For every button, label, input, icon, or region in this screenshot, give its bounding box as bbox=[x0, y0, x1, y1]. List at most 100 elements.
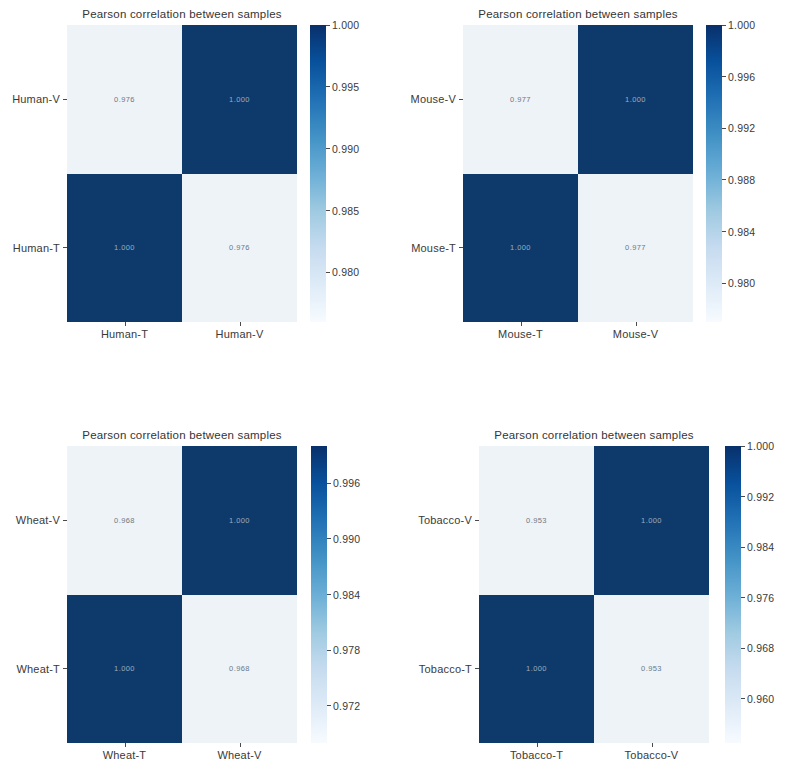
col-label: Tobacco-V bbox=[594, 743, 709, 762]
row-label: Wheat-T bbox=[0, 595, 67, 744]
heatmap-cell: 1.000 bbox=[67, 595, 182, 744]
cell-annotation: 1.000 bbox=[229, 516, 250, 525]
heatmap-cell: 1.000 bbox=[594, 446, 709, 595]
chart-title: Pearson correlation between samples bbox=[463, 8, 693, 20]
colorbar-tick-mark bbox=[722, 283, 726, 284]
colorbar-tick-mark bbox=[741, 496, 745, 497]
col-label-text: Human-V bbox=[216, 328, 264, 340]
cell-annotation: 0.968 bbox=[229, 664, 250, 673]
colorbar-tick-mark bbox=[722, 128, 726, 129]
cell-annotation: 0.953 bbox=[641, 664, 662, 673]
cell-annotation: 0.977 bbox=[625, 243, 646, 252]
colorbar-tick: 0.992 bbox=[741, 491, 774, 503]
heatmap-cell: 0.976 bbox=[182, 174, 297, 323]
x-axis-labels: Tobacco-T Tobacco-V bbox=[479, 743, 709, 762]
row-label-text: Tobacco-V bbox=[418, 514, 472, 526]
x-tick-mark bbox=[537, 743, 538, 747]
col-label: Wheat-T bbox=[67, 743, 182, 762]
colorbar-tick-mark bbox=[741, 597, 745, 598]
colorbar-tick-label: 0.984 bbox=[747, 541, 774, 553]
cell-annotation: 0.976 bbox=[229, 243, 250, 252]
colorbar-tick-labels: 0.996 0.990 0.984 0.978 0.972 bbox=[327, 446, 385, 743]
colorbar-tick-label: 0.968 bbox=[747, 642, 774, 654]
chart-title: Pearson correlation between samples bbox=[67, 429, 297, 441]
heatmap-cell: 0.977 bbox=[463, 25, 578, 174]
heatmap-grid: 0.9771.0001.0000.977 bbox=[463, 25, 693, 322]
heatmap-grid: 0.9681.0001.0000.968 bbox=[67, 446, 297, 743]
col-label-text: Mouse-V bbox=[613, 328, 658, 340]
col-label-text: Wheat-V bbox=[217, 749, 261, 761]
row-label: Mouse-T bbox=[392, 174, 463, 323]
cell-annotation: 1.000 bbox=[526, 664, 547, 673]
colorbar-tick-mark bbox=[326, 86, 330, 87]
colorbar-tick: 1.000 bbox=[741, 440, 774, 452]
row-label-text: Human-T bbox=[13, 242, 60, 254]
colorbar-tick-label: 0.996 bbox=[333, 477, 360, 489]
colorbar-tick-label: 0.996 bbox=[728, 71, 755, 83]
colorbar-tick-label: 0.978 bbox=[333, 644, 360, 656]
heatmap-panel-human: Pearson correlation between samples Huma… bbox=[0, 0, 393, 381]
x-tick-mark bbox=[652, 743, 653, 747]
y-axis-labels: Mouse-V Mouse-T bbox=[392, 25, 463, 322]
heatmap-cell: 1.000 bbox=[463, 174, 578, 323]
cell-annotation: 1.000 bbox=[510, 243, 531, 252]
colorbar-tick-labels: 1.0000.9920.9840.9760.9680.960 bbox=[741, 446, 785, 743]
colorbar-tick-label: 0.984 bbox=[333, 589, 360, 601]
heatmap-panel-tobacco: Pearson correlation between samples Toba… bbox=[392, 381, 785, 762]
row-label: Human-T bbox=[0, 174, 67, 323]
chart-title: Pearson correlation between samples bbox=[67, 8, 297, 20]
colorbar-tick: 0.980 bbox=[722, 277, 755, 289]
colorbar-tick: 0.988 bbox=[722, 174, 755, 186]
heatmap-grid: 0.953 1.000 1.000 0.953 bbox=[479, 446, 709, 743]
colorbar-tick: 0.972 bbox=[327, 700, 360, 712]
colorbar-tick-label: 0.990 bbox=[333, 533, 360, 545]
colorbar-tick-mark bbox=[327, 538, 331, 539]
colorbar-tick: 0.984 bbox=[722, 226, 755, 238]
colorbar bbox=[310, 25, 326, 322]
colorbar-tick-mark bbox=[326, 272, 330, 273]
heatmap-cell: 0.953 bbox=[594, 595, 709, 744]
cell-annotation: 1.000 bbox=[114, 664, 135, 673]
heatmap-panel-mouse: Pearson correlation between samples Mous… bbox=[392, 0, 785, 381]
colorbar-tick-mark bbox=[722, 179, 726, 180]
y-axis-labels: Tobacco-V Tobacco-T bbox=[392, 446, 479, 743]
row-label-text: Mouse-T bbox=[411, 242, 456, 254]
row-label: Tobacco-T bbox=[392, 595, 479, 744]
heatmap-cell: 0.977 bbox=[578, 174, 693, 323]
colorbar-tick-labels: 1.0000.9950.9900.9850.980 bbox=[326, 25, 384, 322]
colorbar-tick-label: 0.988 bbox=[728, 174, 755, 186]
col-label: Mouse-V bbox=[578, 322, 693, 344]
colorbar-tick: 0.984 bbox=[741, 541, 774, 553]
col-label-text: Tobacco-V bbox=[625, 749, 679, 761]
colorbar-tick-mark bbox=[741, 698, 745, 699]
colorbar-tick-label: 0.984 bbox=[728, 226, 755, 238]
colorbar-tick-mark bbox=[327, 650, 331, 651]
colorbar bbox=[706, 25, 722, 322]
col-label-text: Human-T bbox=[101, 328, 148, 340]
colorbar-tick: 0.996 bbox=[327, 477, 360, 489]
y-axis-labels: Human-VHuman-T bbox=[0, 25, 67, 322]
cell-annotation: 0.953 bbox=[526, 516, 547, 525]
x-axis-labels: Wheat-T Wheat-V bbox=[67, 743, 297, 762]
colorbar-tick-label: 1.000 bbox=[728, 19, 755, 31]
heatmap-cell: 0.976 bbox=[67, 25, 182, 174]
col-label-text: Mouse-T bbox=[498, 328, 543, 340]
y-axis-labels: Wheat-V Wheat-T bbox=[0, 446, 67, 743]
colorbar-tick-label: 0.995 bbox=[332, 81, 359, 93]
colorbar-tick: 0.984 bbox=[327, 589, 360, 601]
x-tick-mark bbox=[125, 743, 126, 747]
x-tick-mark bbox=[240, 322, 241, 326]
heatmap-cell: 1.000 bbox=[182, 446, 297, 595]
heatmap-cell: 1.000 bbox=[182, 25, 297, 174]
colorbar-tick-mark bbox=[741, 446, 745, 447]
row-label-text: Wheat-V bbox=[16, 514, 60, 526]
colorbar-tick-mark bbox=[327, 705, 331, 706]
heatmap-panel-wheat: Pearson correlation between samples Whea… bbox=[0, 381, 393, 762]
col-label: Tobacco-T bbox=[479, 743, 594, 762]
x-axis-labels: Human-T Human-V bbox=[67, 322, 297, 344]
colorbar-tick-mark bbox=[326, 25, 330, 26]
row-label-text: Mouse-V bbox=[411, 93, 456, 105]
colorbar-tick-label: 0.990 bbox=[332, 143, 359, 155]
x-tick-mark bbox=[636, 322, 637, 326]
col-label-text: Wheat-T bbox=[103, 749, 147, 761]
